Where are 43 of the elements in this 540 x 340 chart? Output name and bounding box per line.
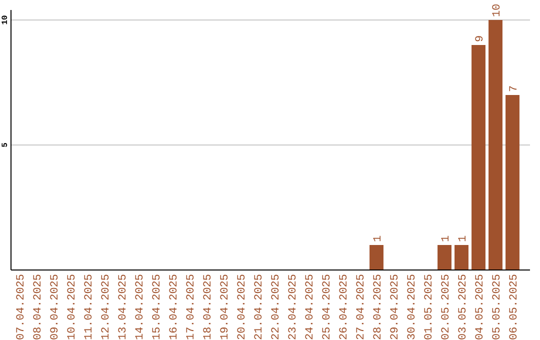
x-tick-label: 23.04.2025 xyxy=(288,274,300,340)
data-label: 9 xyxy=(474,35,486,42)
data-label: 7 xyxy=(508,85,520,92)
data-label: 1 xyxy=(440,235,452,242)
bar xyxy=(472,45,486,270)
x-tick-label: 16.04.2025 xyxy=(168,274,180,340)
x-tick-label: 27.04.2025 xyxy=(356,274,368,340)
x-tick-label: 25.04.2025 xyxy=(322,274,334,340)
x-tick-label: 07.04.2025 xyxy=(16,274,28,340)
bar xyxy=(370,245,384,270)
x-tick-label: 30.04.2025 xyxy=(406,274,418,340)
bar xyxy=(454,245,468,270)
x-tick-label: 28.04.2025 xyxy=(372,274,384,340)
x-tick-label: 26.04.2025 xyxy=(338,274,350,340)
x-tick-label: 09.04.2025 xyxy=(50,274,62,340)
data-label: 1 xyxy=(458,235,470,242)
x-tick-label: 15.04.2025 xyxy=(152,274,164,340)
x-tick-label: 22.04.2025 xyxy=(270,274,282,340)
x-tick-label: 03.05.2025 xyxy=(458,274,470,340)
bar xyxy=(488,20,502,270)
data-label: 10 xyxy=(492,4,504,17)
x-tick-label: 08.04.2025 xyxy=(32,274,44,340)
x-tick-label: 13.04.2025 xyxy=(118,274,130,340)
x-tick-label: 29.04.2025 xyxy=(390,274,402,340)
x-tick-label: 05.05.2025 xyxy=(492,274,504,340)
x-tick-label: 04.05.2025 xyxy=(474,274,486,340)
x-tick-label: 12.04.2025 xyxy=(100,274,112,340)
data-label: 1 xyxy=(372,235,384,242)
x-tick-label: 14.04.2025 xyxy=(134,274,146,340)
x-tick-label: 24.04.2025 xyxy=(304,274,316,340)
x-tick-label: 20.04.2025 xyxy=(236,274,248,340)
x-tick-label: 06.05.2025 xyxy=(508,274,520,340)
x-tick-label: 18.04.2025 xyxy=(202,274,214,340)
x-tick-label: 10.04.2025 xyxy=(66,274,78,340)
x-tick-label: 01.05.2025 xyxy=(424,274,436,340)
bar xyxy=(438,245,452,270)
x-tick-label: 11.04.2025 xyxy=(84,274,96,340)
x-tick-label: 02.05.2025 xyxy=(440,274,452,340)
x-tick-label: 17.04.2025 xyxy=(186,274,198,340)
x-tick-label: 21.04.2025 xyxy=(254,274,266,340)
y-tick-label: 5 xyxy=(1,142,10,148)
bar xyxy=(506,95,520,270)
x-tick-label: 19.04.2025 xyxy=(220,274,232,340)
